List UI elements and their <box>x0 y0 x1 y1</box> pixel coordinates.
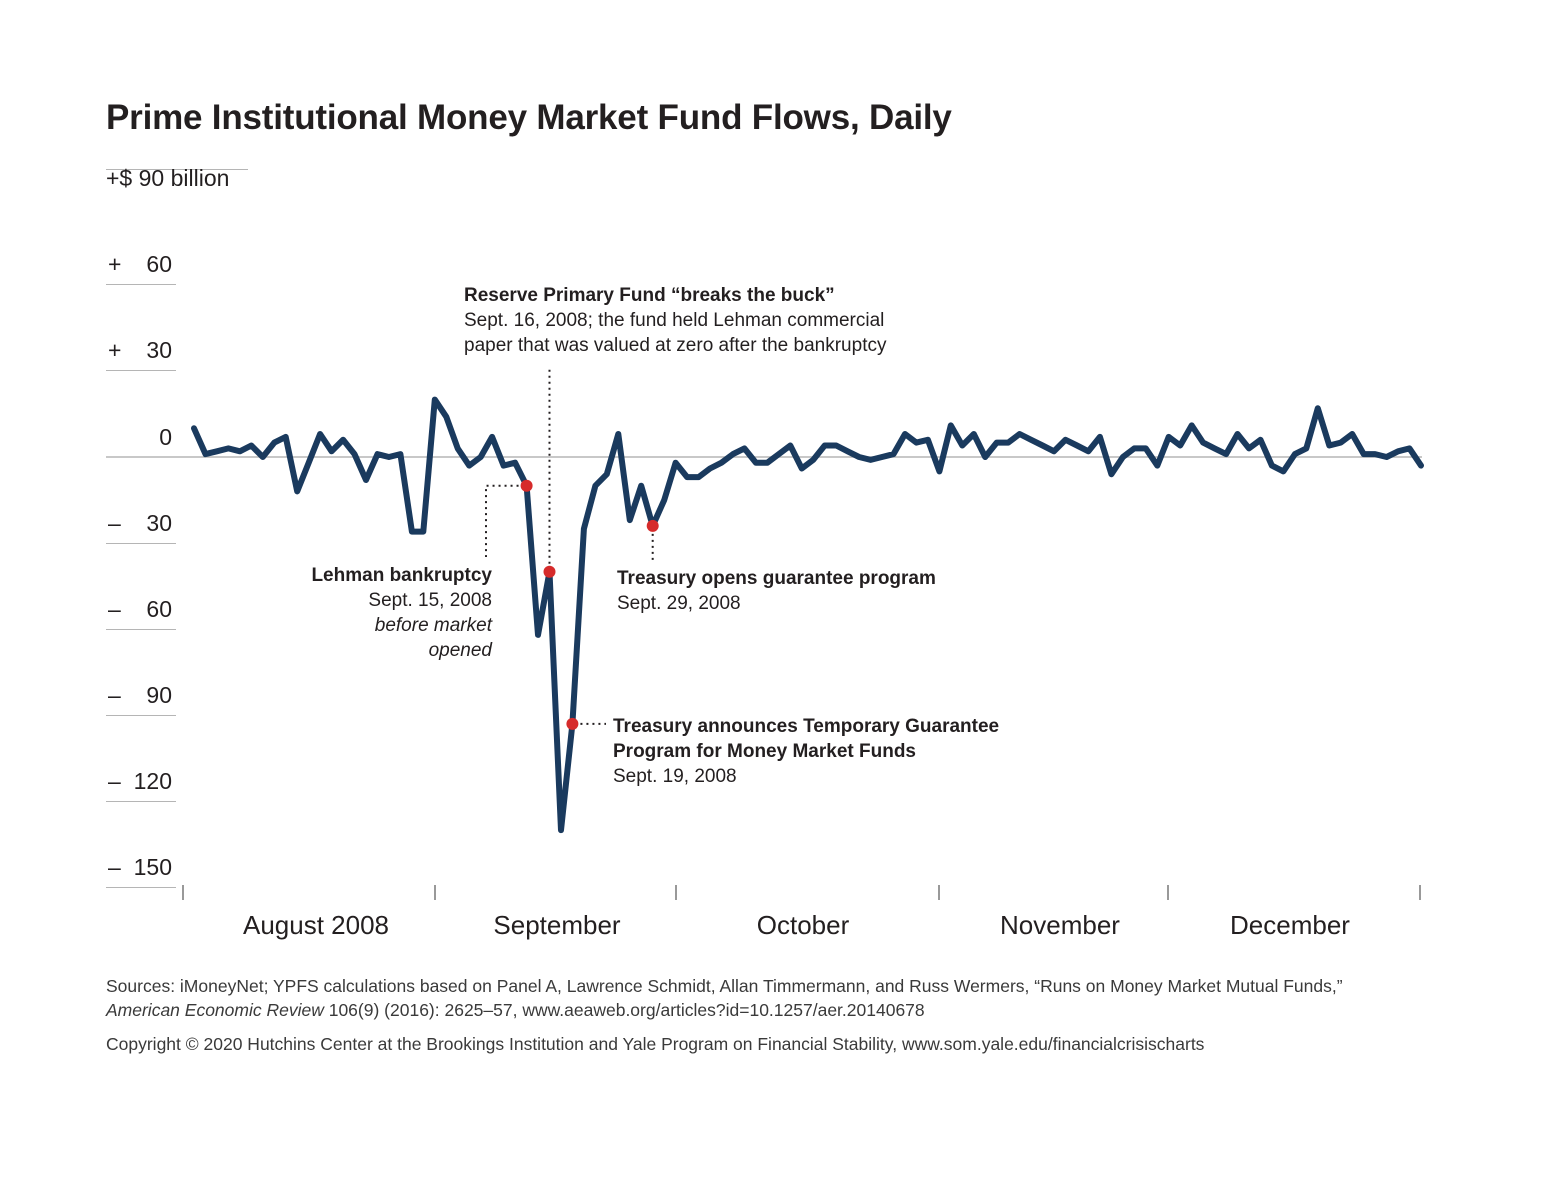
sources-line2: 106(9) (2016): 2625–57, www.aeaweb.org/a… <box>323 1000 925 1020</box>
sources-journal: American Economic Review <box>106 1000 324 1020</box>
y-tick-neg90: – 90 <box>106 682 176 716</box>
y-tick-sign: – <box>108 510 121 536</box>
y-tick-neg60: – 60 <box>106 596 176 630</box>
tgp-marker <box>566 717 579 730</box>
y-tick-30: + 30 <box>106 337 176 371</box>
x-label-october: October <box>756 910 850 940</box>
sources-line1: Sources: iMoneyNet; YPFS calculations ba… <box>106 976 1343 996</box>
x-label-august: August 2008 <box>242 910 390 940</box>
y-tick-sign: + <box>108 337 122 363</box>
reserve-marker <box>543 565 556 578</box>
lehman-note-line1: before market <box>374 615 492 636</box>
treasury-opens-marker <box>646 519 659 532</box>
lehman-annotation: Lehman bankruptcy Sept. 15, 2008 before … <box>311 563 492 663</box>
tgp-title-line2: Program for Money Market Funds <box>613 741 916 762</box>
lehman-date: Sept. 15, 2008 <box>368 590 492 611</box>
lehman-title: Lehman bankruptcy <box>311 565 492 586</box>
sources-text: Sources: iMoneyNet; YPFS calculations ba… <box>106 974 1343 1022</box>
reserve-line2: paper that was valued at zero after the … <box>464 335 887 356</box>
tgp-date: Sept. 19, 2008 <box>613 766 737 787</box>
reserve-annotation: Reserve Primary Fund “breaks the buck” S… <box>464 283 886 358</box>
y-tick-0: 0 <box>106 424 176 457</box>
y-tick-label: 60 <box>146 596 172 622</box>
y-tick-neg150: – 150 <box>106 854 176 888</box>
y-tick-label: 120 <box>133 768 172 794</box>
treasury-opens-date: Sept. 29, 2008 <box>617 593 741 614</box>
y-tick-neg30: – 30 <box>106 510 176 544</box>
y-tick-90: +$ 90 billion <box>106 165 248 191</box>
x-label-november: November <box>1000 910 1120 940</box>
series-line <box>191 396 1424 834</box>
y-tick-label: 30 <box>146 337 172 363</box>
y-tick-sign: – <box>108 596 121 622</box>
y-tick-sign: + <box>108 251 122 277</box>
y-tick-60: + 60 <box>106 251 176 285</box>
treasury-opens-title: Treasury opens guarantee program <box>617 568 936 589</box>
lehman-leader-line <box>485 484 519 557</box>
x-label-september: September <box>493 910 621 940</box>
y-tick-neg120: – 120 <box>106 768 176 802</box>
y-tick-sign: – <box>108 682 121 708</box>
y-tick-label: 60 <box>146 251 172 277</box>
lehman-note-line2: opened <box>428 640 492 661</box>
y-tick-sign: – <box>108 854 121 880</box>
tgp-title-line1: Treasury announces Temporary Guarantee <box>613 716 1000 737</box>
x-label-december: December <box>1230 910 1350 940</box>
tgp-annotation: Treasury announces Temporary Guarantee P… <box>613 714 999 789</box>
y-tick-label: +$ 90 billion <box>106 165 230 191</box>
y-tick-label: 150 <box>133 854 172 880</box>
reserve-line1: Sept. 16, 2008; the fund held Lehman com… <box>464 310 885 331</box>
y-tick-label: 90 <box>146 682 172 708</box>
lehman-marker <box>520 479 533 492</box>
reserve-title: Reserve Primary Fund “breaks the buck” <box>464 285 835 306</box>
chart-title: Prime Institutional Money Market Fund Fl… <box>106 98 952 137</box>
y-tick-label: 0 <box>159 424 172 450</box>
y-tick-label: 30 <box>146 510 172 536</box>
y-tick-sign: – <box>108 768 121 794</box>
treasury-opens-annotation: Treasury opens guarantee program Sept. 2… <box>617 566 936 616</box>
copyright-text: Copyright © 2020 Hutchins Center at the … <box>106 1034 1205 1054</box>
